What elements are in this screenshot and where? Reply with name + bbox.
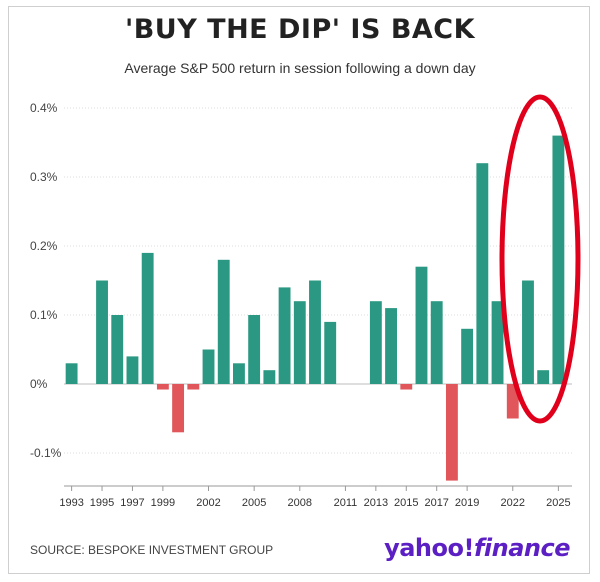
x-tick-label: 2019 (455, 497, 479, 509)
x-tick-label: 2002 (196, 497, 220, 509)
y-tick-label: 0.2% (30, 239, 58, 253)
bar-2005 (248, 315, 261, 384)
bar-2008 (293, 301, 306, 384)
bar-1999 (156, 384, 169, 390)
bar-2024 (537, 370, 550, 384)
bar-2000 (172, 384, 185, 433)
x-tick-label: 2022 (501, 497, 525, 509)
chart-subtitle: Average S&P 500 return in session follow… (124, 60, 476, 76)
bar-1993 (65, 363, 78, 384)
x-tick-label: 1999 (151, 497, 175, 509)
bar-2017 (430, 301, 443, 384)
bar-2022 (506, 384, 519, 419)
bar-2003 (217, 259, 230, 384)
logo-part-finance: finance (473, 534, 571, 562)
bar-2006 (263, 370, 276, 384)
bar-2010 (324, 321, 337, 384)
x-tick-label: 2015 (394, 497, 418, 509)
source-note: SOURCE: BESPOKE INVESTMENT GROUP (30, 543, 274, 557)
logo-part-yahoo: yahoo! (384, 534, 474, 562)
x-tick-label: 2025 (546, 497, 570, 509)
bar-2019 (461, 328, 474, 384)
bar-1998 (141, 252, 154, 384)
bar-2001 (187, 384, 200, 390)
yahoo-finance-logo: yahoo!finance (384, 534, 570, 562)
chart-title: 'BUY THE DIP' IS BACK (124, 14, 476, 45)
bar-1995 (96, 280, 108, 384)
bar-2007 (278, 287, 291, 384)
y-tick-label: 0% (30, 377, 48, 391)
bar-2002 (202, 349, 215, 384)
bar-2018 (445, 384, 458, 481)
x-tick-label: 2005 (242, 497, 266, 509)
x-tick-label: 1997 (120, 497, 144, 509)
bar-2013 (369, 301, 382, 384)
y-tick-label: 0.4% (30, 101, 58, 115)
x-tick-label: 2017 (424, 497, 448, 509)
bar-1996 (111, 315, 124, 384)
bar-1997 (126, 356, 139, 384)
bar-2021 (491, 301, 504, 384)
x-tick-label: 2011 (334, 497, 358, 509)
x-tick-label: 2008 (288, 497, 312, 509)
highlight-ellipse (499, 94, 581, 424)
bar-2016 (415, 266, 428, 384)
y-tick-label: 0.3% (30, 170, 58, 184)
x-tick-label: 2013 (364, 497, 388, 509)
x-tick-label: 1995 (90, 497, 114, 509)
bar-2015 (400, 384, 413, 390)
bar-2009 (309, 280, 321, 384)
y-tick-label: -0.1% (30, 446, 62, 460)
bar-2014 (385, 308, 397, 384)
y-tick-label: 0.1% (30, 308, 58, 322)
bar-2025 (552, 135, 565, 384)
bar-2004 (233, 363, 245, 384)
bar-2023 (522, 280, 534, 384)
x-tick-label: 1993 (59, 497, 83, 509)
bar-2020 (476, 163, 489, 384)
